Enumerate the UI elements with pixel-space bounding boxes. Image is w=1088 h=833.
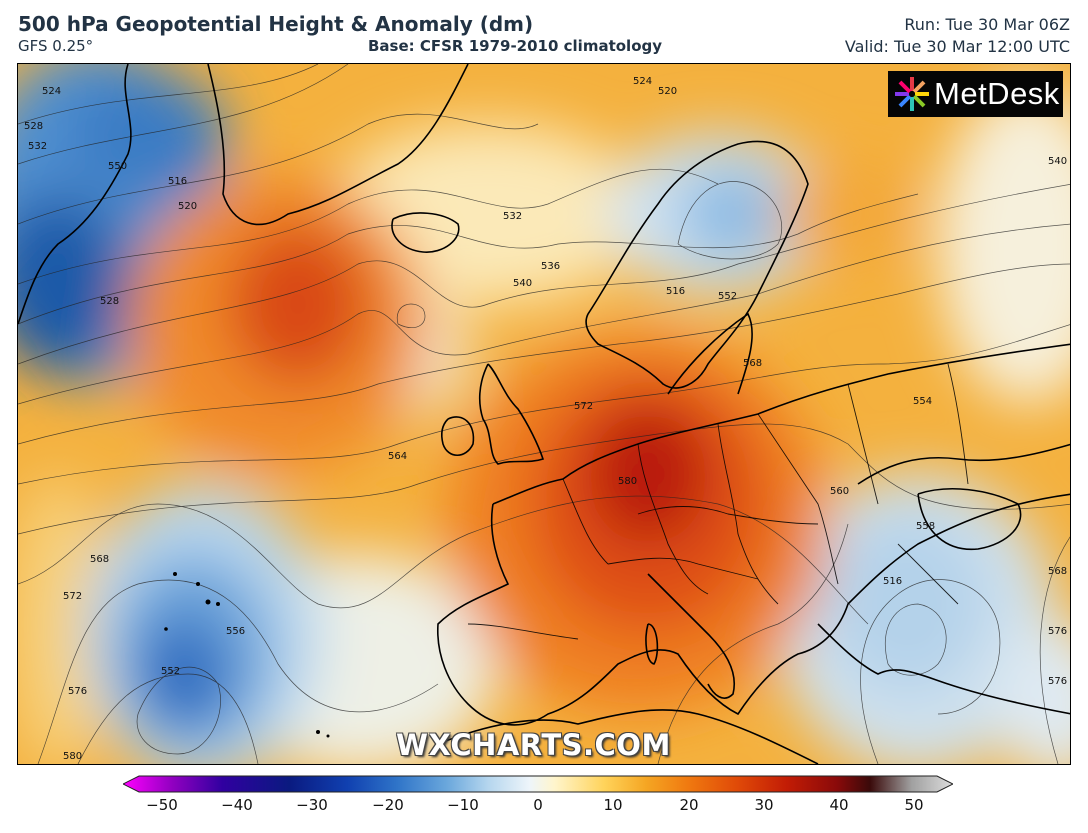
contour-label: 520: [178, 201, 197, 212]
contour-label: 532: [28, 141, 47, 152]
contour-label: 552: [161, 666, 180, 677]
contour-label: 528: [24, 121, 43, 132]
logo-text: MetDesk: [934, 76, 1060, 111]
flower-logo-icon: [895, 77, 929, 111]
contour-label: 532: [503, 211, 522, 222]
colorbar-tick: 10: [603, 796, 623, 814]
colorbar-tick: −20: [372, 796, 404, 814]
contour-label: 580: [618, 476, 637, 487]
contour-label: 536: [541, 261, 560, 272]
colorbar-tick: 30: [754, 796, 774, 814]
contour-label: 520: [658, 86, 677, 97]
contour-label: 552: [718, 291, 737, 302]
metdesk-logo: MetDesk: [888, 71, 1063, 117]
map-canvas: 524 528 532 528 550 516 520 532 536 540 …: [18, 64, 1070, 764]
climatology-base-label: Base: CFSR 1979-2010 climatology: [368, 37, 663, 55]
anomaly-map: 524 528 532 528 550 516 520 532 536 540 …: [17, 63, 1071, 765]
colorbar-tick: −10: [447, 796, 479, 814]
colorbar-ticks: −50 −40 −30 −20 −10 0 10 20 30 40 50: [0, 796, 1088, 820]
colorbar-tick: 20: [679, 796, 699, 814]
contour-label: 572: [63, 591, 82, 602]
contour-label: 576: [1048, 676, 1067, 687]
country-borders: [467, 363, 969, 640]
contour-label: 516: [666, 286, 685, 297]
model-label: GFS 0.25°: [18, 37, 94, 55]
contour-label: 568: [90, 554, 109, 565]
contour-label: 580: [63, 751, 82, 762]
contour-label: 528: [100, 296, 119, 307]
contour-label: 560: [830, 486, 849, 497]
contour-label: 564: [388, 451, 407, 462]
contour-label: 540: [513, 278, 532, 289]
colorbar-tick: 0: [533, 796, 543, 814]
valid-time-label: Valid: Tue 30 Mar 12:00 UTC: [844, 37, 1070, 56]
coastlines: [18, 64, 1070, 764]
contour-label: 576: [1048, 626, 1067, 637]
contour-label: 556: [226, 626, 245, 637]
contour-label: 572: [574, 401, 593, 412]
colorbar-gradient: [123, 775, 953, 793]
height-contours: [18, 64, 1070, 764]
contour-label-group: 524 528 532 528 550 516 520 532 536 540 …: [24, 76, 1067, 762]
contour-label: 568: [743, 358, 762, 369]
watermark: WXCHARTS.COM: [396, 728, 671, 762]
contour-label: 550: [108, 161, 127, 172]
colorbar: [123, 775, 953, 793]
contour-label: 524: [633, 76, 652, 87]
contour-label: 516: [168, 176, 187, 187]
contour-label: 558: [916, 521, 935, 532]
chart-title: 500 hPa Geopotential Height & Anomaly (d…: [18, 12, 534, 36]
colorbar-tick: −50: [146, 796, 178, 814]
colorbar-tick: −30: [296, 796, 328, 814]
colorbar-tick: 40: [829, 796, 849, 814]
colorbar-tick: 50: [904, 796, 924, 814]
run-time-label: Run: Tue 30 Mar 06Z: [904, 15, 1070, 34]
islands: [164, 572, 330, 738]
contour-label: 568: [1048, 566, 1067, 577]
contour-label: 516: [883, 576, 902, 587]
contour-label: 524: [42, 86, 61, 97]
contour-label: 540: [1048, 156, 1067, 167]
contour-label: 576: [68, 686, 87, 697]
colorbar-tick: −40: [221, 796, 253, 814]
contour-label: 554: [913, 396, 932, 407]
